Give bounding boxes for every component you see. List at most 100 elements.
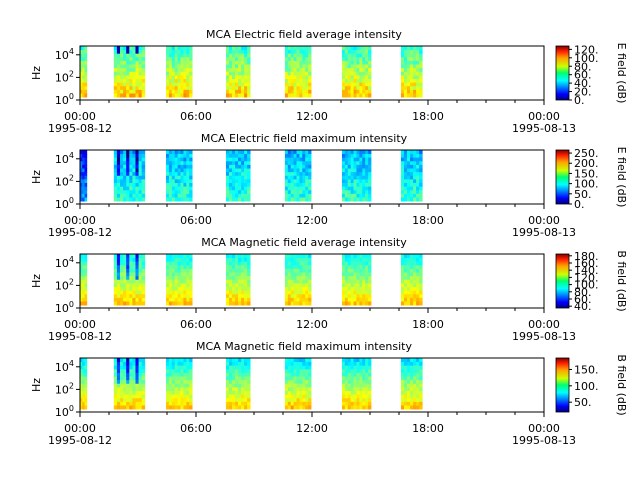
data-block [80,358,88,410]
x-tick-label: 00:00 [64,110,96,123]
x-tick-label: 12:00 [296,422,328,435]
y-axis-label: Hz [30,274,43,288]
data-block [225,254,251,306]
y-tick-label: 104 [55,359,74,374]
colorbar-tick-label: 150. [574,363,599,376]
x-date-start: 1995-08-12 [48,330,112,343]
panel-title: MCA Electric field maximum intensity [201,132,408,145]
x-tick-label: 18:00 [412,422,444,435]
colorbar [555,357,570,413]
data-block [225,46,251,98]
colorbar-tick-label: 250. [574,147,599,160]
data-block [400,46,423,98]
panel-1: MCA Electric field average intensity 104 1… [30,28,628,135]
colorbar-tick-label: 80. [574,60,592,73]
y-tick-label: 104 [55,255,74,270]
colorbar-tick-label: 50. [574,396,592,409]
panel-2: MCA Electric field maximum intensity 104 1… [30,132,628,239]
x-tick-label: 00:00 [528,318,560,331]
y-tick-label: 104 [55,151,74,166]
y-axis-label: Hz [30,66,43,80]
x-date-start: 1995-08-12 [48,226,112,239]
data-block [80,254,88,306]
colorbar-tick-label: 100. [574,52,599,65]
panel-3: MCA Magnetic field average intensity 104 1… [30,236,628,343]
axes-frame [79,253,545,309]
data-block [341,358,372,410]
axes-frame [79,357,545,413]
y-tick-label: 100 [55,300,74,315]
colorbar-tick-label: 180. [574,250,599,263]
panel-title: MCA Electric field average intensity [206,28,402,41]
y-axis-label: Hz [30,170,43,184]
x-tick-label: 00:00 [528,110,560,123]
x-tick-label: 00:00 [64,318,96,331]
x-tick-label: 06:00 [180,318,212,331]
colorbar-tick-label: 40. [574,300,592,313]
data-block [225,358,251,410]
colorbar-tick-label: 20. [574,86,592,99]
data-block [284,358,312,410]
colorbar-tick-label: 50. [574,188,592,201]
colorbar-tick-label: 60. [574,293,592,306]
colorbar-tick-label: 80. [574,286,592,299]
y-tick-label: 104 [55,47,74,62]
data-block [284,46,312,98]
colorbar-tick-label: 160. [574,257,599,270]
colorbar-tick-label: 60. [574,69,592,82]
x-date-start: 1995-08-12 [48,122,112,135]
data-block [400,254,423,306]
x-date-end: 1995-08-13 [512,226,576,239]
colorbar-tick-label: 120. [574,271,599,284]
data-block [113,358,146,410]
data-block [225,150,251,202]
panel-title: MCA Magnetic field maximum intensity [196,340,412,353]
colorbar [555,45,570,101]
x-tick-label: 18:00 [412,214,444,227]
x-tick-label: 12:00 [296,110,328,123]
panel-title: MCA Magnetic field average intensity [201,236,407,249]
colorbar-label: B field (dB) [615,354,628,415]
colorbar-label: B field (dB) [615,250,628,311]
x-date-end: 1995-08-13 [512,434,576,447]
data-block [341,46,372,98]
y-tick-label: 102 [55,381,74,396]
data-block [166,358,193,410]
colorbar [555,149,570,205]
x-date-start: 1995-08-12 [48,434,112,447]
colorbar [555,253,570,309]
x-tick-label: 06:00 [180,422,212,435]
colorbar-tick-label: 150. [574,167,599,180]
y-axis-label: Hz [30,378,43,392]
data-block [113,150,146,202]
data-block [166,254,193,306]
y-tick-label: 100 [55,92,74,107]
x-tick-label: 00:00 [528,422,560,435]
data-block [113,46,146,98]
data-block [400,150,423,202]
data-block [166,150,193,202]
colorbar-tick-label: 100. [574,178,599,191]
colorbar-tick-label: 0. [574,94,585,107]
x-tick-label: 18:00 [412,318,444,331]
y-tick-label: 100 [55,196,74,211]
colorbar-tick-label: 140. [574,264,599,277]
y-tick-label: 100 [55,404,74,419]
data-block [80,46,88,98]
y-tick-label: 102 [55,173,74,188]
colorbar-tick-label: 120. [574,43,599,56]
x-tick-label: 00:00 [64,214,96,227]
x-date-end: 1995-08-13 [512,330,576,343]
data-block [341,254,372,306]
x-tick-label: 12:00 [296,214,328,227]
data-block [284,254,312,306]
data-block [341,150,372,202]
colorbar-tick-label: 0. [574,198,585,211]
panel-4: MCA Magnetic field maximum intensity 104 1… [30,340,628,447]
data-block [113,254,146,306]
x-tick-label: 06:00 [180,214,212,227]
colorbar-tick-label: 100. [574,380,599,393]
axes-frame [79,149,545,205]
axes-frame [79,45,545,101]
